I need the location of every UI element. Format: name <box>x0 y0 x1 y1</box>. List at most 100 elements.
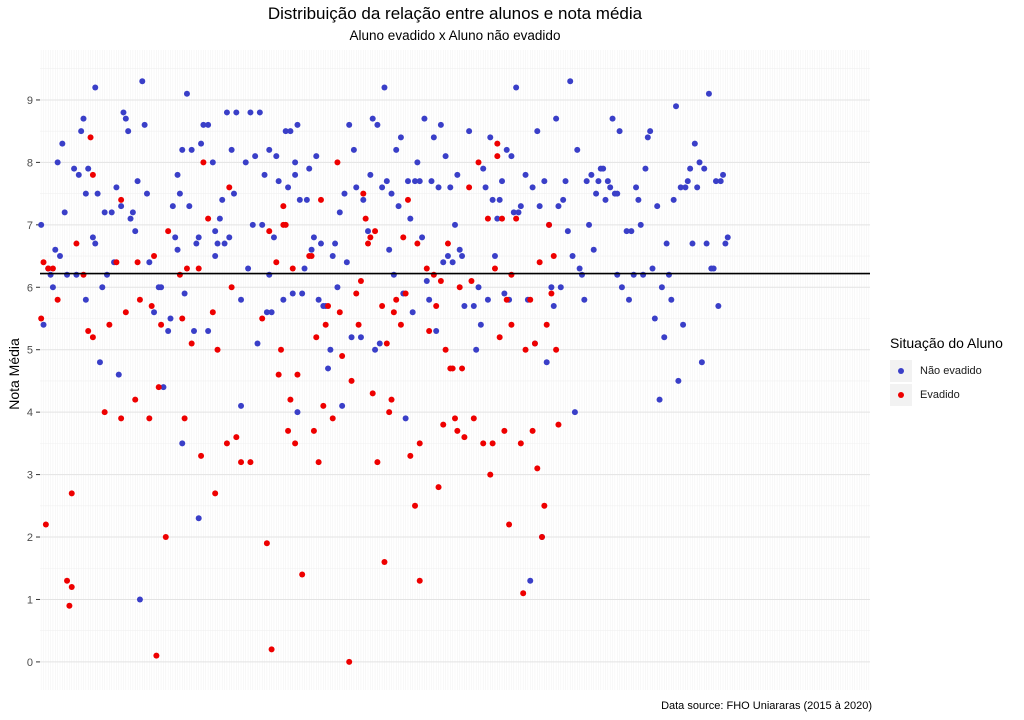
point-evadido <box>522 346 529 353</box>
point-evadido <box>383 340 390 347</box>
point-nao-evadido <box>214 240 221 247</box>
point-nao-evadido <box>600 165 607 172</box>
point-nao-evadido <box>383 178 390 185</box>
point-nao-evadido <box>712 178 719 185</box>
point-evadido <box>268 646 275 653</box>
point-nao-evadido <box>409 309 416 316</box>
point-evadido <box>508 271 515 278</box>
point-nao-evadido <box>191 327 198 334</box>
point-evadido <box>393 296 400 303</box>
point-nao-evadido <box>404 178 411 185</box>
point-evadido <box>238 459 245 466</box>
point-nao-evadido <box>247 109 254 116</box>
point-evadido <box>536 259 543 266</box>
point-evadido <box>534 465 541 472</box>
point-nao-evadido <box>256 109 263 116</box>
point-evadido <box>132 396 139 403</box>
point-evadido <box>80 271 87 278</box>
point-evadido <box>322 321 329 328</box>
legend-label-evadido: Evadido <box>920 389 960 401</box>
point-nao-evadido <box>684 178 691 185</box>
point-nao-evadido <box>449 259 456 266</box>
point-evadido <box>214 346 221 353</box>
point-nao-evadido <box>183 90 190 97</box>
point-nao-evadido <box>459 253 466 260</box>
point-nao-evadido <box>501 290 508 297</box>
point-nao-evadido <box>38 221 45 228</box>
point-nao-evadido <box>430 134 437 141</box>
point-nao-evadido <box>285 184 292 191</box>
point-nao-evadido <box>437 121 444 128</box>
point-evadido <box>113 259 120 266</box>
point-evadido <box>329 415 336 422</box>
point-nao-evadido <box>143 190 150 197</box>
legend-title: Situação do Aluno <box>890 335 1003 351</box>
point-evadido <box>433 303 440 309</box>
point-nao-evadido <box>658 284 665 291</box>
point-evadido <box>461 434 468 441</box>
point-evadido <box>517 440 524 447</box>
point-nao-evadido <box>694 184 701 191</box>
point-nao-evadido <box>543 359 550 366</box>
point-evadido <box>470 415 477 422</box>
point-nao-evadido <box>494 215 501 222</box>
point-nao-evadido <box>402 415 409 422</box>
point-nao-evadido <box>376 340 383 347</box>
point-nao-evadido <box>461 303 468 309</box>
point-nao-evadido <box>329 253 336 260</box>
point-evadido <box>402 290 409 297</box>
point-nao-evadido <box>609 115 616 122</box>
point-evadido <box>106 321 113 328</box>
point-nao-evadido <box>96 359 103 366</box>
point-nao-evadido <box>583 178 590 185</box>
point-nao-evadido <box>452 221 458 228</box>
point-nao-evadido <box>513 84 520 91</box>
point-nao-evadido <box>654 203 661 210</box>
point-nao-evadido <box>151 309 158 316</box>
point-nao-evadido <box>118 203 125 210</box>
point-evadido <box>355 321 362 328</box>
point-evadido <box>416 440 423 447</box>
point-nao-evadido <box>379 184 386 191</box>
point-evadido <box>54 296 61 303</box>
point-nao-evadido <box>99 284 106 291</box>
point-evadido <box>153 652 160 659</box>
point-nao-evadido <box>372 346 379 353</box>
point-evadido <box>40 259 47 266</box>
point-nao-evadido <box>334 284 341 291</box>
point-nao-evadido <box>336 209 343 216</box>
point-evadido <box>426 327 433 334</box>
point-nao-evadido <box>663 240 670 247</box>
point-nao-evadido <box>482 184 489 191</box>
point-nao-evadido <box>644 134 651 141</box>
point-evadido <box>310 427 317 434</box>
point-evadido <box>287 396 294 403</box>
point-nao-evadido <box>642 165 649 172</box>
point-nao-evadido <box>720 171 727 178</box>
point-nao-evadido <box>313 153 320 160</box>
point-nao-evadido <box>588 171 595 178</box>
point-evadido <box>87 134 94 141</box>
point-evadido <box>315 459 322 466</box>
point-nao-evadido <box>586 221 593 228</box>
point-nao-evadido <box>614 271 621 278</box>
point-nao-evadido <box>640 271 647 278</box>
point-nao-evadido <box>280 296 287 303</box>
point-evadido <box>136 296 143 303</box>
point-nao-evadido <box>412 178 419 185</box>
point-evadido <box>546 221 553 228</box>
point-nao-evadido <box>113 184 120 191</box>
point-nao-evadido <box>365 228 372 235</box>
point-evadido <box>430 271 437 278</box>
point-nao-evadido <box>205 327 212 334</box>
point-nao-evadido <box>101 209 108 216</box>
point-nao-evadido <box>661 334 668 341</box>
point-nao-evadido <box>146 259 153 266</box>
point-nao-evadido <box>141 121 148 128</box>
point-evadido <box>529 427 536 434</box>
point-nao-evadido <box>618 284 625 291</box>
point-nao-evadido <box>136 596 143 603</box>
point-nao-evadido <box>317 240 324 247</box>
point-nao-evadido <box>195 234 202 241</box>
